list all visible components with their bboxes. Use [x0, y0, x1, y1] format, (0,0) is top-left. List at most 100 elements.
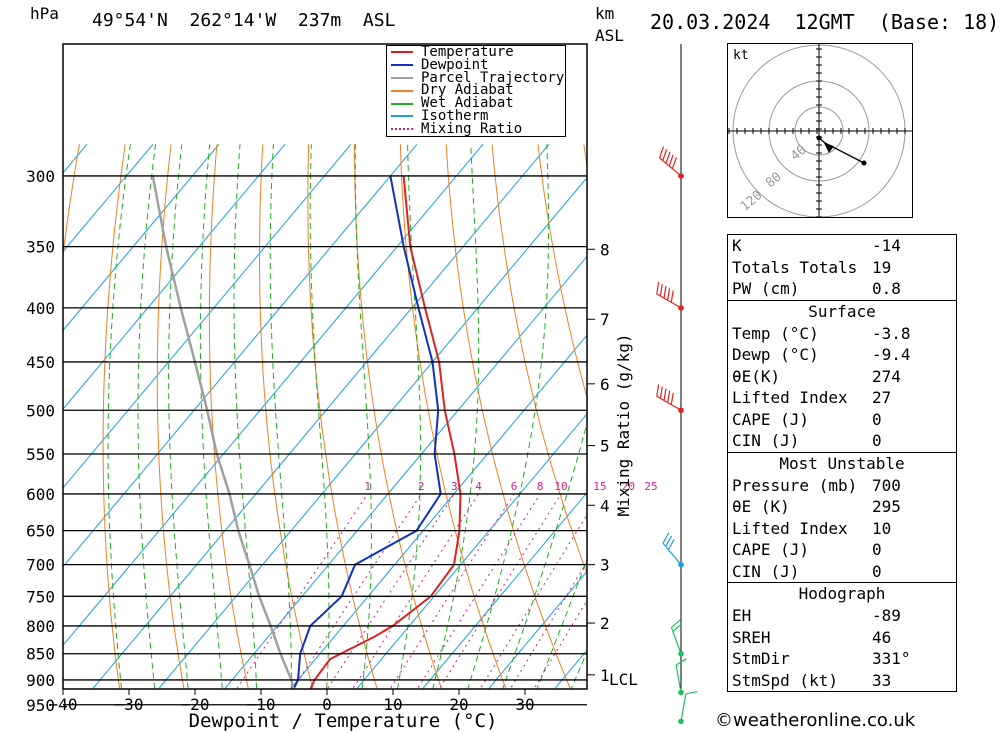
index-value: 295	[872, 497, 901, 516]
legend-label: Isotherm	[421, 107, 489, 124]
wet-adiabat	[309, 144, 330, 689]
pressure-tick-label: 550	[26, 445, 55, 464]
legend-label: Wet Adiabat	[421, 95, 514, 112]
temp-tick-label: 30	[515, 695, 534, 714]
index-label: Pressure (mb)	[732, 475, 858, 495]
profile-temperature	[309, 175, 462, 689]
most-unstable-header: Most Unstable	[728, 451, 956, 475]
asl-label: ASL	[595, 26, 624, 45]
index-label: K	[732, 236, 742, 255]
index-label: θE(K)	[732, 366, 781, 386]
dry-adiabat	[208, 144, 249, 689]
legend-swatch	[391, 64, 413, 67]
index-value: 0.8	[872, 279, 901, 298]
hodo-point-start	[816, 135, 822, 141]
index-label: StmSpd (kt)	[732, 670, 838, 690]
wind-barb	[656, 384, 682, 411]
mixing-ratio-line	[479, 513, 587, 689]
index-value: -9.4	[872, 345, 911, 364]
index-label: Temp (°C)	[732, 323, 819, 343]
index-value: 46	[872, 627, 892, 647]
isotherm	[63, 143, 88, 174]
index-row: Dewp (°C) -9.4	[728, 344, 956, 366]
km-tick-label: 8	[600, 240, 610, 259]
mixing-ratio-label: 10	[554, 480, 567, 493]
dry-adiabat	[399, 144, 507, 689]
hodo-ring-label-120: 120	[738, 188, 766, 215]
isotherm	[63, 143, 286, 410]
index-value: -89	[872, 606, 901, 625]
legend-swatch	[391, 115, 413, 118]
index-value: 0	[872, 540, 882, 559]
index-value: 700	[872, 475, 901, 495]
hodo-ring-label-80: 80	[763, 169, 785, 191]
pressure-tick-label: 700	[26, 556, 55, 575]
legend-item: Wet Adiabat	[387, 95, 565, 112]
isotherm	[63, 143, 352, 489]
index-row: CAPE (J) 0	[728, 539, 956, 561]
index-label: CAPE (J)	[732, 540, 810, 559]
isotherm	[0, 144, 21, 728]
hpa-label: hPa	[30, 4, 59, 23]
index-row: StmDir 331°	[728, 648, 956, 670]
temp-tick-label: 10	[383, 695, 402, 714]
wind-barb	[662, 532, 682, 566]
km-tick-label: 3	[600, 556, 610, 575]
index-label: Dewp (°C)	[732, 345, 819, 364]
index-row: K -14	[728, 235, 956, 257]
index-row: CAPE (J) 0	[728, 409, 956, 431]
mixing-ratio-line	[533, 599, 587, 689]
mixing-ratio-line	[236, 493, 369, 689]
temp-tick-label: −40	[49, 695, 78, 714]
wet-adiabat	[137, 144, 156, 689]
mixing-ratio-line	[291, 493, 422, 689]
pressure-tick-label: 500	[26, 401, 55, 420]
mixing-ratio-label: 8	[537, 480, 544, 493]
lcl-label: LCL	[609, 670, 638, 689]
index-row: CIN (J) 0	[728, 430, 956, 452]
mixing-ratio-line	[509, 560, 587, 689]
hodograph-header: Hodograph	[728, 582, 956, 605]
index-label: CAPE (J)	[732, 409, 810, 429]
index-value: 0	[872, 409, 882, 429]
index-value: -14	[872, 236, 901, 255]
wind-barb	[670, 619, 683, 654]
wind-barb	[658, 146, 682, 177]
index-row: Totals Totals 19	[728, 257, 956, 279]
hodograph-unit: kt	[733, 48, 749, 63]
wet-adiabat	[233, 144, 258, 689]
wet-adiabat	[502, 421, 587, 689]
hodo-ring-label-40: 40	[788, 142, 810, 164]
legend-swatch	[391, 89, 413, 92]
index-value: 19	[872, 257, 892, 277]
mixing-ratio-axis-label: Mixing Ratio (g/kg)	[614, 333, 633, 516]
isotherm	[63, 143, 484, 647]
km-tick-label: 2	[600, 614, 610, 633]
km-label: km	[595, 4, 615, 23]
km-tick-label: 6	[600, 375, 610, 394]
indices-table: K -14 Totals Totals 19 PW (cm) 0.8 Surface Te…	[727, 234, 957, 692]
index-label: CIN (J)	[732, 561, 800, 581]
index-row: PW (cm) 0.8	[728, 278, 956, 300]
wind-barb	[675, 658, 687, 693]
wet-adiabat	[107, 144, 131, 689]
index-row: StmSpd (kt) 33	[728, 670, 956, 692]
plot-frame	[62, 43, 588, 690]
index-value: 0	[872, 431, 882, 450]
index-label: PW (cm)	[732, 279, 800, 298]
isotherm	[487, 570, 587, 689]
index-row: θE (K) 295	[728, 496, 956, 518]
index-label: CIN (J)	[732, 431, 800, 450]
index-label: StmDir	[732, 649, 790, 668]
pressure-tick-label: 450	[26, 353, 55, 372]
isotherm	[63, 143, 220, 332]
wind-barb	[656, 281, 682, 309]
pressure-tick-label: 950	[26, 696, 55, 715]
pressure-tick-label: 350	[26, 238, 55, 257]
pressure-tick-label: 850	[26, 645, 55, 664]
index-label: SREH	[732, 627, 771, 647]
pressure-tick-label: 600	[26, 485, 55, 504]
index-value: 27	[872, 388, 892, 407]
mixing-ratio-line	[352, 493, 480, 689]
pressure-tick-label: 750	[26, 587, 55, 606]
